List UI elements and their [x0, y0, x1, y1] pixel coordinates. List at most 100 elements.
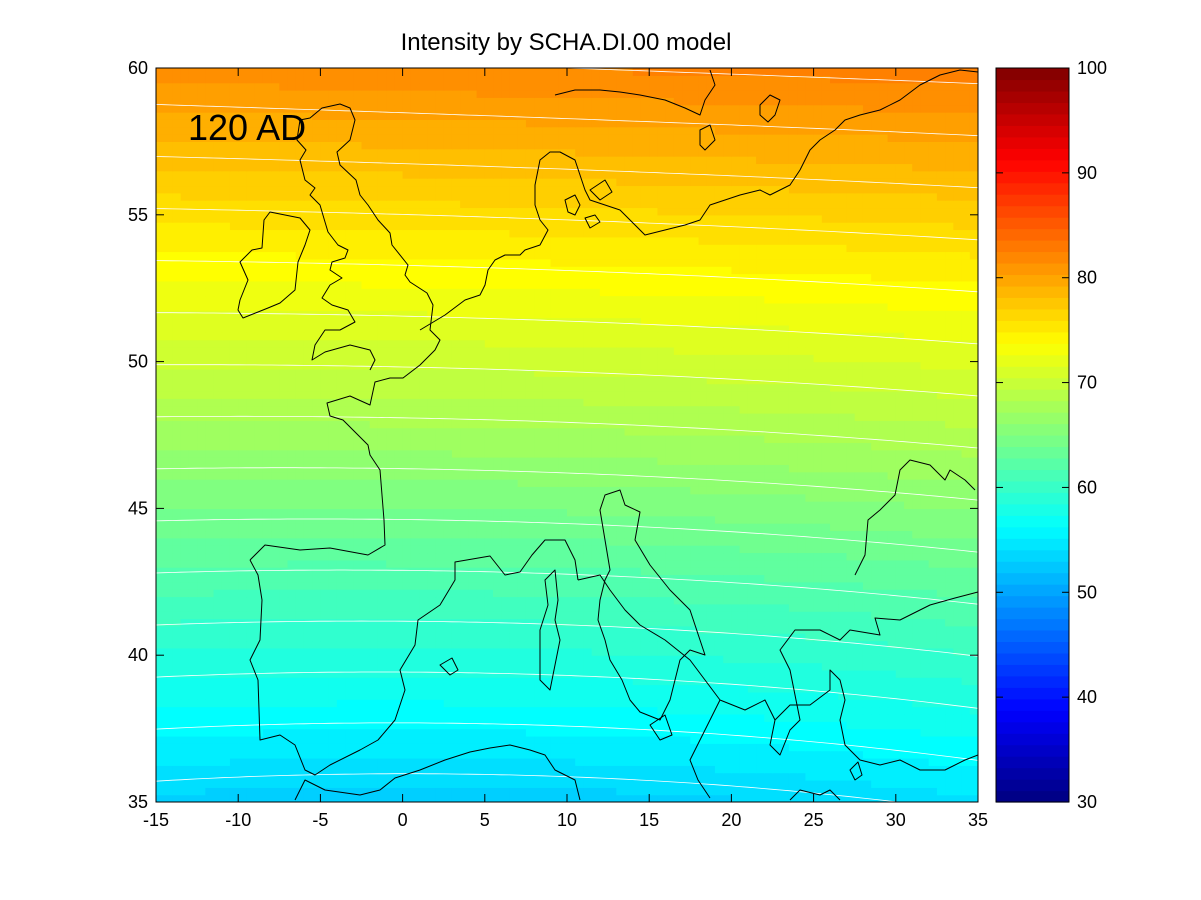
field-cell: [567, 787, 576, 796]
field-cell: [534, 735, 543, 744]
field-cell: [690, 567, 700, 576]
field-cell: [673, 486, 683, 495]
field-cell: [361, 530, 371, 539]
field-cell: [517, 699, 527, 708]
field-cell: [525, 530, 535, 539]
field-cell: [723, 684, 732, 693]
field-cell: [961, 750, 971, 759]
field-cell: [180, 515, 190, 524]
field-cell: [879, 669, 889, 678]
field-cell: [862, 618, 872, 627]
field-cell: [780, 772, 790, 781]
field-cell: [558, 633, 568, 642]
field-cell: [205, 743, 215, 752]
field-cell: [936, 442, 946, 451]
field-cell: [558, 750, 568, 759]
field-cell: [443, 728, 453, 737]
field-cell: [271, 530, 280, 539]
field-cell: [164, 669, 174, 678]
field-cell: [443, 640, 453, 649]
field-cell: [164, 765, 174, 774]
field-cell: [912, 633, 922, 642]
field-cell: [180, 442, 190, 451]
field-cell: [156, 545, 165, 554]
field-cell: [493, 545, 502, 554]
field-cell: [953, 677, 963, 686]
field-cell: [682, 735, 691, 744]
field-cell: [673, 449, 683, 458]
field-cell: [534, 457, 543, 465]
field-cell: [303, 765, 313, 774]
field-cell: [887, 765, 897, 774]
field-cell: [912, 684, 922, 693]
field-cell: [156, 530, 165, 539]
field-cell: [599, 552, 609, 561]
field-cell: [229, 640, 239, 649]
field-cell: [188, 435, 198, 443]
field-cell: [854, 713, 864, 722]
field-cell: [649, 574, 659, 583]
field-cell: [287, 523, 297, 532]
field-cell: [213, 691, 223, 700]
field-cell: [813, 757, 823, 766]
field-cell: [419, 457, 428, 465]
field-cell: [435, 662, 445, 671]
field-cell: [599, 596, 609, 605]
field-cell: [271, 721, 280, 730]
field-cell: [838, 545, 848, 554]
field-cell: [862, 493, 872, 502]
field-cell: [920, 750, 930, 759]
field-cell: [534, 611, 543, 620]
field-cell: [156, 625, 165, 634]
field-cell: [262, 537, 272, 546]
field-cell: [813, 552, 823, 561]
field-cell: [156, 596, 165, 605]
field-cell: [854, 765, 864, 774]
field-cell: [468, 589, 478, 598]
field-cell: [895, 530, 905, 539]
field-cell: [303, 486, 313, 495]
field-cell: [788, 713, 798, 722]
field-cell: [608, 735, 617, 744]
field-cell: [394, 486, 404, 495]
field-cell: [188, 662, 198, 671]
field-cell: [534, 515, 543, 524]
field-cell: [567, 640, 576, 649]
field-cell: [312, 559, 321, 568]
field-cell: [756, 486, 765, 495]
field-cell: [394, 449, 404, 458]
field-cell: [904, 530, 913, 539]
field-cell: [756, 765, 765, 774]
field-cell: [435, 743, 445, 752]
field-cell: [698, 633, 708, 642]
field-cell: [451, 589, 461, 598]
field-cell: [640, 787, 650, 796]
field-cell: [435, 706, 445, 715]
field-cell: [156, 640, 165, 649]
field-cell: [805, 772, 815, 781]
field-cell: [583, 559, 593, 568]
field-cell: [188, 721, 198, 730]
field-cell: [493, 493, 502, 502]
field-cell: [468, 633, 478, 642]
field-cell: [887, 713, 897, 722]
field-cell: [271, 581, 280, 590]
field-cell: [591, 596, 601, 605]
field-cell: [936, 640, 946, 649]
field-cell: [698, 530, 708, 539]
field-cell: [813, 501, 823, 509]
field-cell: [706, 508, 716, 517]
field-cell: [969, 611, 978, 620]
field-cell: [320, 567, 330, 576]
field-cell: [451, 545, 461, 554]
field-cell: [920, 523, 930, 532]
field-cell: [690, 794, 700, 802]
field-cell: [164, 699, 174, 708]
field-cell: [246, 457, 256, 465]
field-cell: [312, 772, 321, 781]
field-cell: [920, 581, 930, 590]
field-cell: [608, 662, 617, 671]
field-cell: [386, 479, 395, 487]
field-cell: [953, 618, 963, 627]
field-cell: [698, 486, 708, 495]
